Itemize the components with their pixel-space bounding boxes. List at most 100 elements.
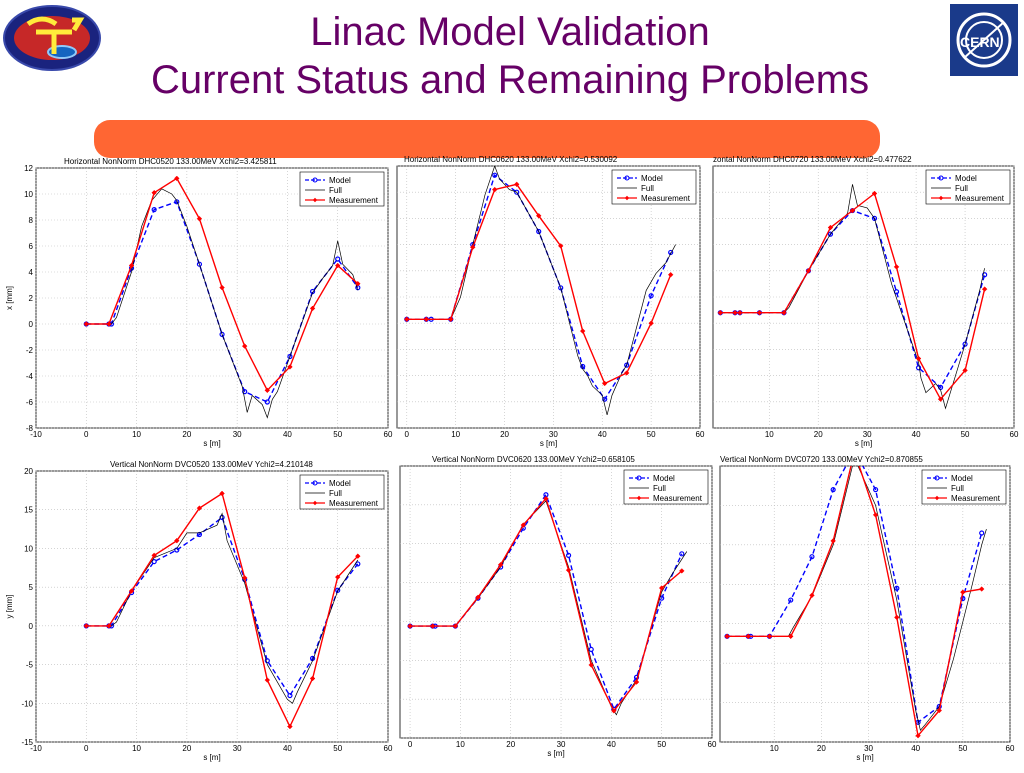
x-tick-label: 40 [598, 430, 607, 439]
model-point [788, 597, 794, 603]
x-axis-label: s [m] [203, 753, 220, 762]
measurement-point [978, 586, 985, 592]
series-group [407, 492, 688, 716]
measurement-point [787, 633, 794, 640]
y-tick-label: 0 [29, 622, 34, 631]
model-point [335, 587, 341, 593]
plots-svg: -10 0 10 20 30 40 50 60-8-6-4-2024681012Horizon… [5, 155, 1019, 762]
measurement-point [241, 343, 248, 349]
x-tick-label: 60 [708, 740, 717, 749]
x-axis-label: s [m] [540, 439, 557, 448]
model-point [624, 362, 630, 368]
measurement-point [962, 367, 968, 374]
measurement-point [355, 280, 361, 287]
measurement-point [830, 538, 836, 544]
y-tick-label: 0 [29, 320, 34, 329]
measurement-point [827, 224, 834, 231]
measurement-point [667, 271, 674, 278]
measurement-point [781, 309, 787, 316]
x-tick-label: 20 [506, 740, 515, 749]
x-tick-label: 10 [132, 744, 141, 753]
y-tick-label: 12 [24, 164, 33, 173]
measurement-point [756, 309, 763, 316]
model-point [242, 389, 248, 395]
plot-area [399, 465, 713, 739]
legend-label: Model [329, 479, 351, 488]
legend-label: Full [329, 186, 342, 195]
cern-logo: CERN [948, 2, 1020, 78]
series-group [83, 490, 361, 730]
plot-grid: -10 0 10 20 30 40 50 60 -8 -6 -4 -2 0 2 4 6 8 10 12 Horizon… [0, 150, 1024, 768]
measurement-point [287, 364, 293, 370]
model-point [894, 585, 900, 591]
legend-label: Measurement [641, 194, 691, 203]
y-tick-label: 20 [24, 467, 33, 476]
x-tick-label: 50 [657, 740, 666, 749]
measurement-point [579, 328, 586, 334]
chart-panel-4: -10 0 10 20 30 40 50 60-15-10-505101520Vertical… [5, 460, 393, 762]
measurement-point [264, 677, 271, 683]
measurement-point [423, 316, 430, 323]
model-point [979, 530, 985, 536]
x-tick-label: 30 [863, 430, 872, 439]
measurement-point [196, 505, 203, 511]
chart-panel-3: 10 20 30 40 50 60 zontal NonNorm DHC0720 133.0… [712, 155, 1019, 448]
y-tick-label: 10 [24, 190, 33, 199]
y-tick-label: -4 [26, 372, 34, 381]
chart-panel-2: 0 10 20 30 40 50 60 Horizontal NonNorm DHC0620 … [396, 155, 705, 448]
model-point [588, 646, 594, 653]
measurement-point [128, 588, 135, 594]
measurement-point [937, 396, 944, 402]
decorative-bar [94, 120, 880, 158]
series-line-measurement [720, 192, 986, 401]
model-point [962, 341, 968, 347]
x-tick-label: 60 [384, 430, 393, 439]
measurement-point [871, 190, 878, 197]
y-tick-label: 10 [24, 544, 33, 553]
measurement-point [872, 512, 879, 518]
chart-panel-1: -10 0 10 20 30 40 50 60 -8 -6 -4 -2 0 2 4 6 8 10 12 Horizon… [5, 157, 393, 448]
x-tick-label: 50 [333, 430, 342, 439]
model-point [492, 172, 498, 178]
measurement-point [429, 623, 436, 629]
x-tick-label: 20 [814, 430, 823, 439]
x-tick-label: 10 [132, 430, 141, 439]
legend-label: Measurement [653, 494, 703, 503]
x-tick-label: -10 [30, 744, 42, 753]
measurement-point [174, 175, 180, 182]
measurement-point [334, 262, 341, 269]
series-line-full [727, 466, 987, 731]
x-tick-label: 10 [451, 430, 460, 439]
measurement-point [915, 355, 922, 362]
measurement-point [83, 623, 90, 629]
x-tick-label: 30 [549, 430, 558, 439]
series-group [83, 175, 361, 419]
x-tick-label: 20 [500, 430, 509, 439]
measurement-point [893, 264, 900, 270]
model-point [287, 692, 293, 699]
series-line-full [86, 188, 359, 419]
model-point [809, 554, 815, 560]
measurement-point [745, 633, 752, 640]
chart-panel-5: 0 10 20 30 40 50 60 Vertical NonNorm DVC0620 13… [399, 455, 717, 758]
model-point [355, 561, 361, 567]
y-tick-label: -5 [26, 661, 34, 670]
model-point [219, 331, 225, 337]
title-line-2: Current Status and Remaining Problems [150, 58, 870, 102]
measurement-point [491, 186, 498, 193]
model-point [151, 558, 157, 565]
measurement-point [724, 633, 730, 640]
y-tick-label: -2 [26, 346, 34, 355]
measurement-point [264, 387, 271, 394]
measurement-point [809, 592, 815, 599]
x-tick-label: 0 [84, 744, 89, 753]
chart-title: Vertical NonNorm DVC0520 133.00MeV Ychi2… [110, 460, 313, 469]
x-tick-label: 50 [333, 744, 342, 753]
x-tick-label: 40 [283, 430, 292, 439]
y-tick-label: 15 [24, 506, 33, 515]
legend-label: Full [329, 489, 342, 498]
x-tick-label: 0 [408, 740, 413, 749]
measurement-point [633, 679, 640, 685]
